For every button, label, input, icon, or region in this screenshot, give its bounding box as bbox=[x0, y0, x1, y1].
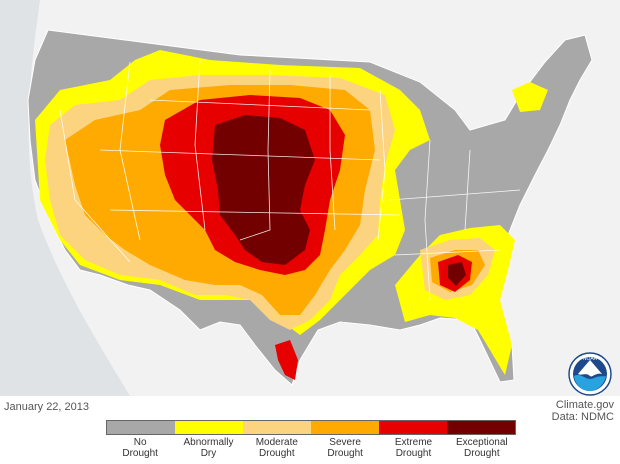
legend-swatch-abnormally-dry bbox=[175, 421, 243, 434]
us-drought-map-svg bbox=[0, 0, 620, 396]
ocean-west bbox=[0, 0, 130, 396]
drought-legend: No Drought Abnormally Dry Moderate Droug… bbox=[106, 420, 516, 459]
legend-swatch-moderate bbox=[243, 421, 311, 434]
map-date: January 22, 2013 bbox=[4, 401, 90, 413]
legend-label-exceptional: Exceptional Drought bbox=[455, 437, 508, 459]
legend-label-extreme: Extreme Drought bbox=[394, 437, 433, 459]
legend-label-abnormally-dry: Abnormally Dry bbox=[183, 437, 234, 459]
noaa-logo-icon: NOAA bbox=[568, 352, 612, 396]
drought-map: NOAA bbox=[0, 0, 620, 396]
credit-block: Climate.gov Data: NDMC bbox=[552, 399, 614, 423]
legend-swatch-exceptional bbox=[447, 421, 515, 434]
zone-exceptional-drought-georgia bbox=[448, 262, 466, 286]
zone-exceptional-drought bbox=[212, 115, 315, 265]
credit-source: Climate.gov bbox=[555, 399, 614, 411]
noaa-logo-text: NOAA bbox=[583, 356, 598, 362]
legend-labels: No Drought Abnormally Dry Moderate Droug… bbox=[106, 437, 516, 459]
legend-swatch-extreme bbox=[379, 421, 447, 434]
credit-data: Data: NDMC bbox=[551, 411, 614, 423]
state-lines bbox=[59, 59, 521, 301]
legend-color-bar bbox=[106, 420, 516, 435]
legend-label-no-drought: No Drought bbox=[122, 437, 158, 459]
zone-abnormally-dry-ne bbox=[512, 82, 548, 112]
legend-swatch-severe bbox=[311, 421, 379, 434]
legend-swatch-no-drought bbox=[107, 421, 175, 434]
legend-label-moderate: Moderate Drought bbox=[255, 437, 298, 459]
zone-extreme-drought-south-tx bbox=[275, 340, 298, 380]
legend-label-severe: Severe Drought bbox=[327, 437, 363, 459]
